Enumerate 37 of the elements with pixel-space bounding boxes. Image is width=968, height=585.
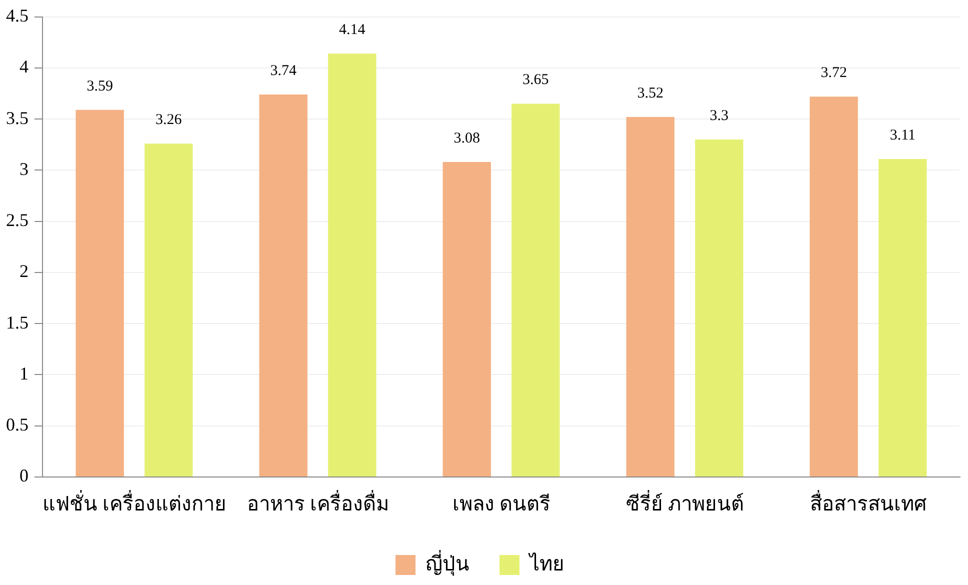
y-tick-label: 0.5 bbox=[6, 414, 28, 435]
x-tick-label: สื่อสารสนเทศ bbox=[810, 489, 927, 516]
data-label: 3.52 bbox=[637, 85, 664, 102]
y-tick-label: 1.5 bbox=[6, 312, 28, 332]
data-label: 4.14 bbox=[339, 22, 366, 38]
bar bbox=[144, 144, 193, 476]
y-tick-label: 4.5 bbox=[6, 6, 28, 26]
data-label: 3.3 bbox=[710, 108, 729, 124]
bar bbox=[878, 158, 927, 476]
bar bbox=[328, 54, 376, 476]
data-label: 3.11 bbox=[890, 127, 916, 144]
data-label: 3.08 bbox=[454, 130, 480, 146]
data-label: 3.74 bbox=[270, 62, 297, 79]
bar bbox=[512, 104, 560, 476]
data-label: 3.72 bbox=[820, 65, 847, 82]
x-tick-label: อาหาร เครื่องดื่ม bbox=[246, 489, 389, 516]
y-tick-label: 1 bbox=[20, 363, 28, 384]
data-label: 3.26 bbox=[156, 112, 182, 128]
bar bbox=[810, 96, 858, 476]
legend-label: ญี่ปุ่น bbox=[426, 549, 470, 576]
legend-label: ไทย bbox=[528, 552, 564, 576]
bar bbox=[442, 162, 491, 476]
bar bbox=[259, 94, 308, 476]
y-tick-label: 2.5 bbox=[6, 210, 28, 230]
y-tick-label: 0 bbox=[20, 466, 28, 486]
bar bbox=[695, 140, 744, 476]
y-tick-label: 2 bbox=[20, 261, 28, 282]
data-label: 3.59 bbox=[86, 78, 113, 94]
y-tick-label: 3.5 bbox=[6, 108, 28, 128]
bar bbox=[626, 117, 674, 476]
data-label: 3.65 bbox=[522, 72, 549, 88]
y-tick-label: 3 bbox=[20, 158, 28, 179]
x-tick-label: ซีรี่ย์ ภาพยนต์ bbox=[626, 489, 744, 516]
y-tick-label: 4 bbox=[20, 56, 28, 77]
bar bbox=[76, 110, 124, 476]
x-tick-label: เพลง ดนตรี bbox=[452, 493, 550, 516]
x-tick-label: แฟชั่น เครื่องแต่งกาย bbox=[42, 489, 226, 516]
